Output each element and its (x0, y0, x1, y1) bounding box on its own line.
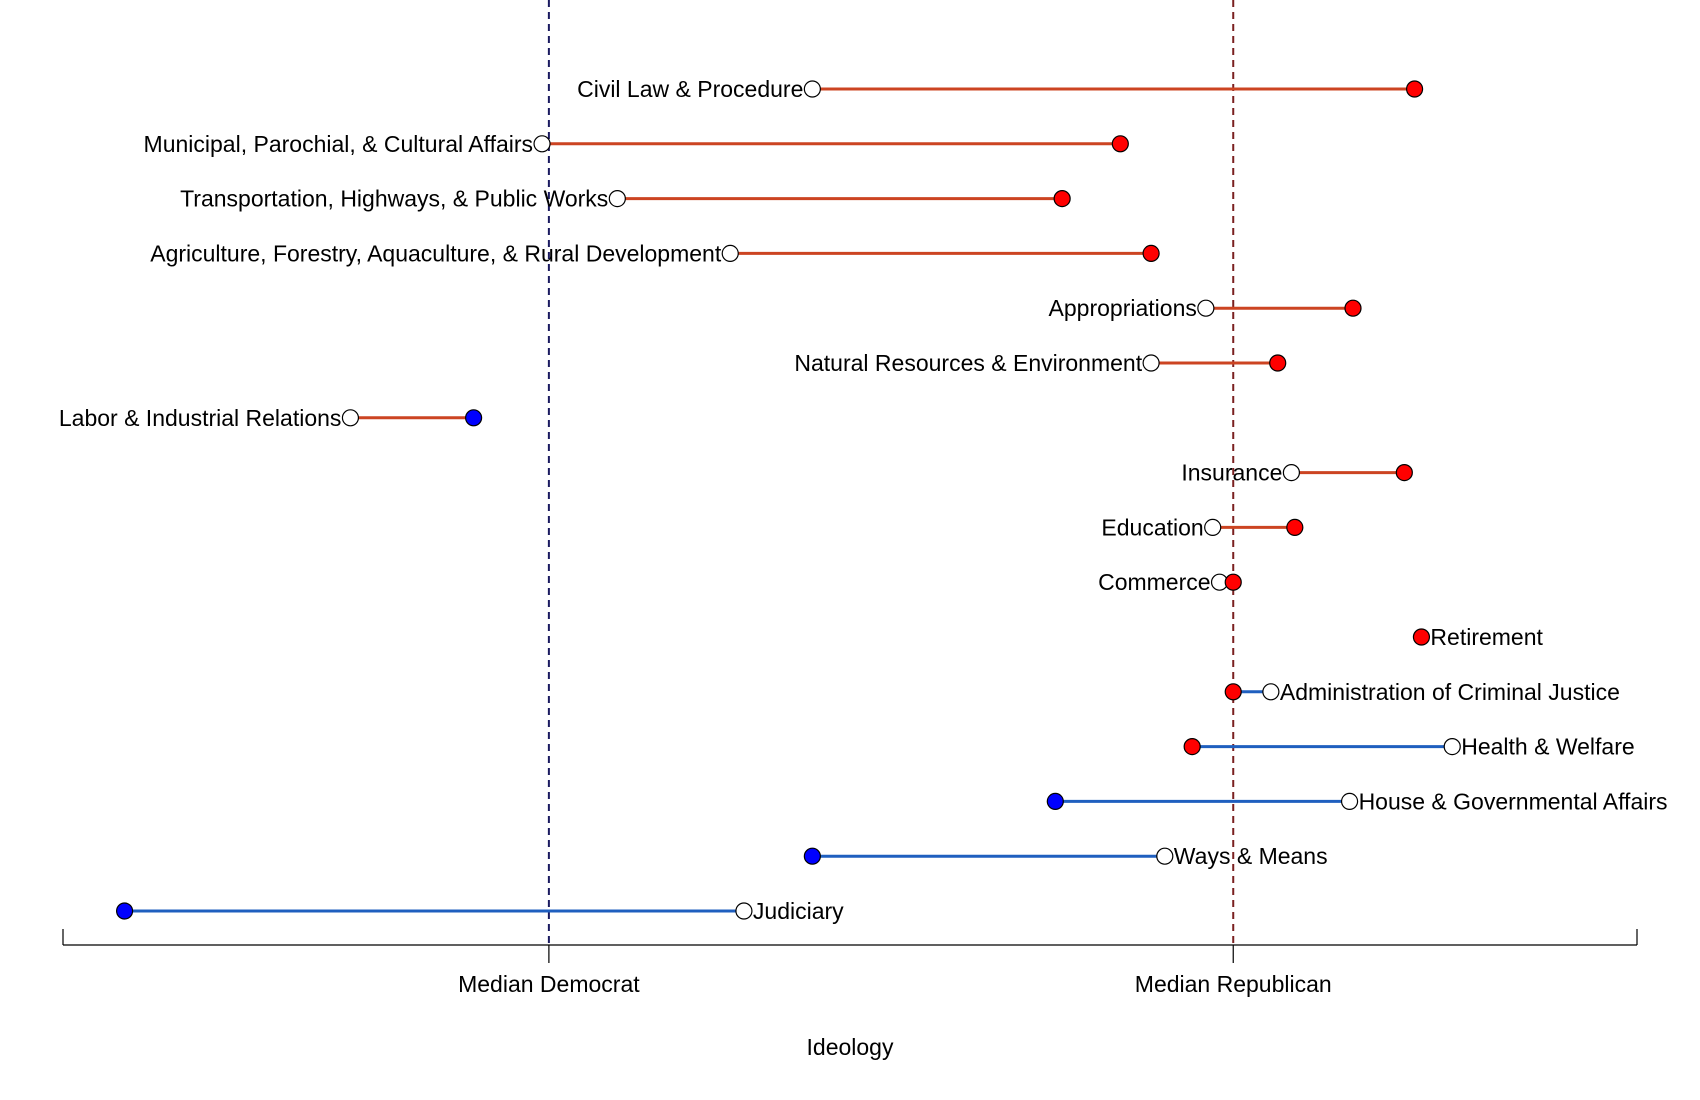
filled-point-5 (1269, 354, 1287, 372)
filled-point-6 (465, 409, 483, 427)
open-point-1 (533, 135, 551, 153)
open-point-6 (341, 409, 360, 427)
dumbbell-points (115, 80, 1461, 920)
open-point-5 (1142, 354, 1160, 372)
x-axis: Median Democrat Median Republican (62, 929, 1638, 997)
category-label-7: Insurance (1181, 460, 1282, 486)
category-label-3: Agriculture, Forestry, Aquaculture, & Ru… (150, 240, 722, 266)
category-labels: Civil Law & Procedure Municipal, Parochia… (59, 76, 1668, 924)
filled-point-14 (803, 847, 821, 865)
category-label-12: Health & Welfare (1461, 734, 1634, 760)
x-tick-label-0: Median Democrat (458, 971, 640, 997)
category-label-0: Civil Law & Procedure (577, 76, 803, 102)
filled-point-2 (1053, 190, 1071, 208)
open-point-2 (608, 190, 626, 208)
open-point-14 (1156, 847, 1174, 865)
category-label-14: Ways & Means (1174, 843, 1328, 869)
dumbbell-segments (124, 87, 1453, 913)
reference-lines (547, 0, 1235, 945)
x-tick-label-1: Median Republican (1135, 971, 1332, 997)
category-label-11: Administration of Criminal Justice (1280, 679, 1620, 705)
filled-point-0 (1405, 80, 1424, 98)
open-point-11 (1262, 683, 1280, 701)
open-point-15 (735, 902, 753, 920)
filled-point-13 (1046, 792, 1064, 811)
category-label-5: Natural Resources & Environment (794, 350, 1142, 376)
category-label-8: Education (1101, 514, 1203, 540)
filled-point-11 (1224, 683, 1242, 701)
filled-point-8 (1286, 518, 1304, 537)
open-point-8 (1204, 518, 1222, 537)
category-label-1: Municipal, Parochial, & Cultural Affairs (144, 131, 533, 157)
category-label-2: Transportation, Highways, & Public Works (180, 186, 608, 212)
open-point-3 (721, 244, 739, 262)
filled-point-10 (1412, 628, 1431, 646)
filled-point-9 (1224, 573, 1242, 591)
category-label-6: Labor & Industrial Relations (59, 405, 342, 431)
open-point-12 (1443, 737, 1461, 756)
category-label-13: House & Governmental Affairs (1359, 788, 1668, 814)
filled-point-15 (115, 902, 134, 920)
filled-point-1 (1111, 135, 1129, 153)
open-point-7 (1282, 464, 1301, 482)
filled-point-7 (1395, 464, 1413, 482)
open-point-13 (1340, 792, 1359, 811)
open-point-0 (803, 80, 821, 98)
category-label-4: Appropriations (1049, 295, 1197, 321)
category-label-10: Retirement (1430, 624, 1543, 650)
filled-point-4 (1344, 299, 1362, 317)
filled-point-12 (1183, 737, 1201, 756)
open-point-4 (1197, 299, 1215, 317)
x-axis-title: Ideology (807, 1034, 894, 1060)
category-label-9: Commerce (1098, 569, 1210, 595)
filled-point-3 (1142, 244, 1160, 262)
category-label-15: Judiciary (753, 898, 844, 924)
